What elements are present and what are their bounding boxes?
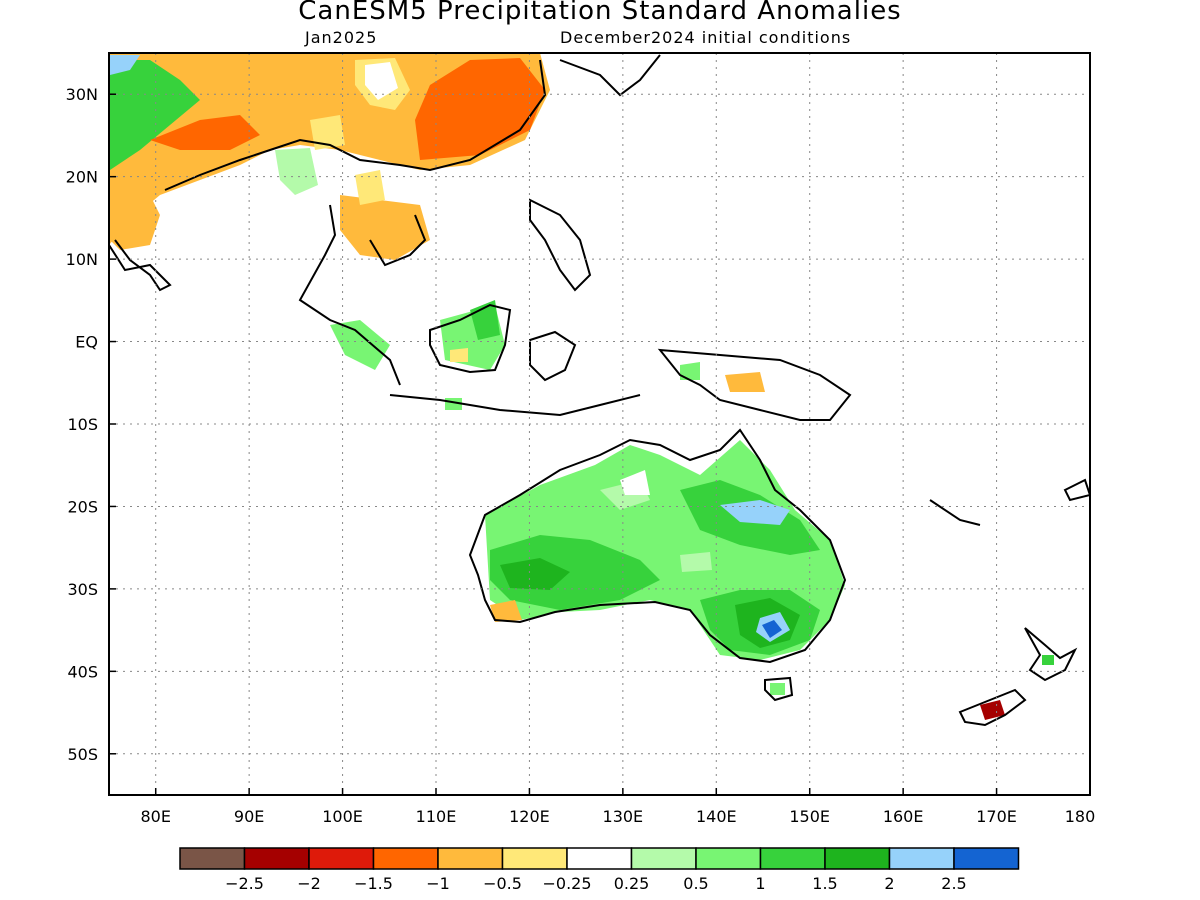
- colorbar-swatch: [566, 847, 633, 870]
- colorbar-swatch: [695, 847, 762, 870]
- x-tick-label: 120E: [509, 807, 550, 826]
- map-title: CanESM5 Precipitation Standard Anomalies: [298, 0, 902, 26]
- colorbar-swatch: [179, 847, 246, 870]
- colorbar-swatch: [759, 847, 826, 870]
- colorbar-swatch: [372, 847, 439, 870]
- y-tick-label: EQ: [75, 333, 98, 352]
- colorbar-label: 0.25: [614, 874, 650, 893]
- y-tick-label: 10N: [66, 250, 98, 269]
- colorbar-swatch: [501, 847, 568, 870]
- y-tick-label: 10S: [67, 415, 98, 434]
- colorbar-swatch: [308, 847, 375, 870]
- y-tick-label: 40S: [67, 662, 98, 681]
- y-tick-label: 20S: [67, 497, 98, 516]
- colorbar-label: 0.5: [683, 874, 708, 893]
- colorbar-label: −2: [297, 874, 321, 893]
- x-tick-label: 100E: [322, 807, 363, 826]
- lat-lon-grid: [109, 53, 1090, 795]
- y-tick-label: 30S: [67, 580, 98, 599]
- x-tick-label: 170E: [976, 807, 1017, 826]
- x-tick-label: 160E: [883, 807, 924, 826]
- x-tick-label: 140E: [696, 807, 737, 826]
- colorbar-label: −1.5: [354, 874, 393, 893]
- x-tick-label: 150E: [789, 807, 830, 826]
- colorbar-swatch: [630, 847, 697, 870]
- x-tick-label: 180: [1065, 807, 1096, 826]
- longitude-axis: 80E 90E 100E 110E 120E 130E 140E 150E 160E 170E 18…: [140, 788, 1095, 826]
- valid-month: Jan2025: [305, 28, 378, 47]
- colorbar-swatch: [953, 847, 1020, 870]
- colorbar-label: −1: [426, 874, 450, 893]
- colorbar-swatch: [243, 847, 310, 870]
- colorbar-label: 1: [755, 874, 765, 893]
- colorbar-label: 1.5: [812, 874, 837, 893]
- colorbar-label: 2: [884, 874, 894, 893]
- latitude-axis: 30N 20N 10N EQ 10S 20S 30S 40S 50S: [66, 85, 116, 764]
- coastlines: [109, 54, 1090, 727]
- y-tick-label: 20N: [66, 168, 98, 187]
- x-tick-label: 90E: [234, 807, 264, 826]
- y-tick-label: 30N: [66, 85, 98, 104]
- colorbar-label: −0.5: [483, 874, 522, 893]
- colorbar-label: −2.5: [225, 874, 264, 893]
- y-tick-label: 50S: [67, 745, 98, 764]
- colorbar-swatch: [824, 847, 891, 870]
- x-tick-label: 80E: [140, 807, 170, 826]
- colorbar-swatch: [888, 847, 955, 870]
- colorbar-label: −0.25: [542, 874, 591, 893]
- anomaly-shading: [109, 53, 1054, 720]
- colorbar-swatch: [437, 847, 504, 870]
- x-tick-label: 110E: [416, 807, 457, 826]
- colorbar: −2.5 −2 −1.5 −1 −0.5 −0.25 0.25 0.5 1 1.5 2 2.5: [179, 847, 1020, 893]
- colorbar-label: 2.5: [941, 874, 966, 893]
- initial-conditions: December2024 initial conditions: [560, 28, 852, 47]
- x-tick-label: 130E: [603, 807, 644, 826]
